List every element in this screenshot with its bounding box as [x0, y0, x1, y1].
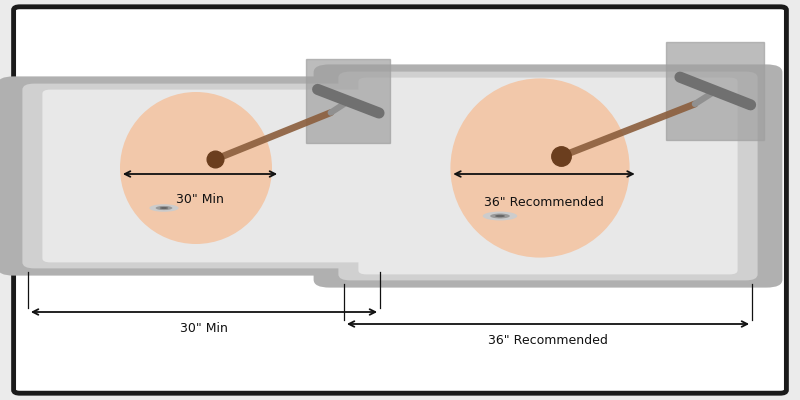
- FancyBboxPatch shape: [42, 90, 366, 262]
- Ellipse shape: [150, 204, 178, 212]
- FancyBboxPatch shape: [338, 72, 758, 280]
- Ellipse shape: [495, 215, 505, 217]
- FancyBboxPatch shape: [358, 78, 738, 274]
- Text: 36" Recommended: 36" Recommended: [484, 196, 604, 210]
- FancyBboxPatch shape: [314, 64, 782, 288]
- FancyBboxPatch shape: [0, 76, 410, 276]
- Ellipse shape: [160, 207, 168, 209]
- Text: 30" Min: 30" Min: [176, 193, 224, 206]
- Text: 36" Recommended: 36" Recommended: [488, 334, 608, 347]
- Text: 30" Min: 30" Min: [180, 322, 228, 335]
- FancyBboxPatch shape: [14, 7, 786, 393]
- Ellipse shape: [450, 78, 630, 258]
- Ellipse shape: [490, 214, 510, 218]
- Ellipse shape: [482, 212, 518, 220]
- Ellipse shape: [156, 206, 172, 210]
- Ellipse shape: [120, 92, 272, 244]
- FancyBboxPatch shape: [22, 84, 386, 268]
